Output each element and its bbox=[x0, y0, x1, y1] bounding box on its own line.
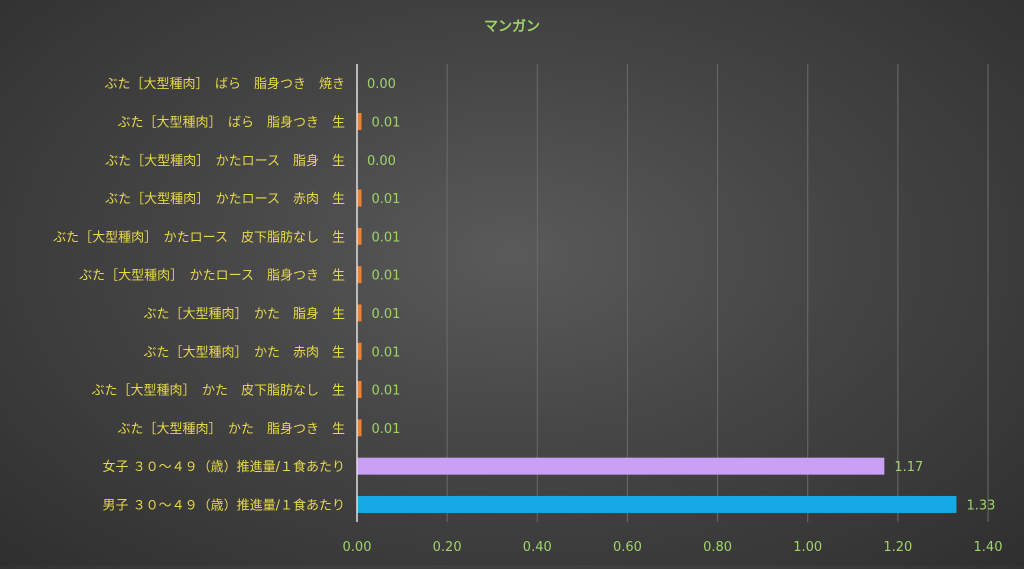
gridlines bbox=[446, 64, 989, 522]
data-label: 0.01 bbox=[372, 345, 401, 360]
x-tick-label: 0.00 bbox=[343, 540, 372, 555]
data-label: 1.17 bbox=[894, 460, 923, 475]
bar bbox=[357, 381, 362, 399]
data-label: 0.01 bbox=[372, 269, 401, 284]
bars bbox=[357, 112, 957, 513]
category-label: ぶた［大型種肉］ ばら 脂身つき 生 bbox=[117, 114, 345, 130]
data-label: 0.01 bbox=[372, 192, 401, 207]
bar bbox=[357, 112, 362, 130]
bar bbox=[357, 495, 957, 513]
category-label: ぶた［大型種肉］ かたロース 皮下脂肪なし 生 bbox=[53, 229, 345, 245]
data-label: 0.00 bbox=[367, 77, 396, 92]
category-label: ぶた［大型種肉］ かた 脂身 生 bbox=[143, 306, 345, 322]
category-label: 女子 ３０～４９（歳）推進量/１食あたり bbox=[102, 459, 345, 475]
category-label: ぶた［大型種肉］ ばら 脂身つき 焼き bbox=[104, 76, 345, 92]
category-label: ぶた［大型種肉］ かたロース 脂身 生 bbox=[105, 153, 345, 169]
category-label: ぶた［大型種肉］ かた 脂身つき 生 bbox=[117, 421, 345, 437]
data-label: 0.01 bbox=[372, 230, 401, 245]
bar bbox=[357, 457, 885, 475]
chart-title: マンガン bbox=[484, 19, 540, 35]
bar bbox=[357, 266, 362, 284]
bar bbox=[357, 189, 362, 207]
data-labels: 0.00 0.01 0.00 0.01 0.01 0.01 0.01 0.01 0.01 0.01… bbox=[367, 77, 995, 513]
category-label: 男子 ３０～４９（歳）推進量/１食あたり bbox=[102, 497, 345, 513]
bar bbox=[357, 419, 362, 437]
data-label: 0.01 bbox=[372, 307, 401, 322]
x-tick-label: 0.60 bbox=[613, 540, 642, 555]
x-tick-label: 0.20 bbox=[433, 540, 462, 555]
bar bbox=[357, 304, 362, 322]
bar bbox=[357, 342, 362, 360]
data-label: 0.01 bbox=[372, 422, 401, 437]
x-tick-label: 1.40 bbox=[974, 540, 1003, 555]
category-label: ぶた［大型種肉］ かたロース 赤肉 生 bbox=[105, 191, 345, 207]
x-tick-label: 0.80 bbox=[703, 540, 732, 555]
x-tick-label: 0.40 bbox=[523, 540, 552, 555]
data-label: 1.33 bbox=[966, 498, 995, 513]
data-label: 0.00 bbox=[367, 154, 396, 169]
data-label: 0.01 bbox=[372, 384, 401, 399]
x-tick-label: 1.20 bbox=[883, 540, 912, 555]
data-label: 0.01 bbox=[372, 115, 401, 130]
category-label: ぶた［大型種肉］ かたロース 脂身つき 生 bbox=[79, 268, 345, 284]
bar bbox=[357, 227, 362, 245]
category-label: ぶた［大型種肉］ かた 赤肉 生 bbox=[143, 344, 345, 360]
x-tick-label: 1.00 bbox=[793, 540, 822, 555]
x-tick-labels: 0.00 0.20 0.40 0.60 0.80 1.00 1.20 1.40 bbox=[343, 540, 1003, 555]
category-label: ぶた［大型種肉］ かた 皮下脂肪なし 生 bbox=[91, 383, 345, 399]
